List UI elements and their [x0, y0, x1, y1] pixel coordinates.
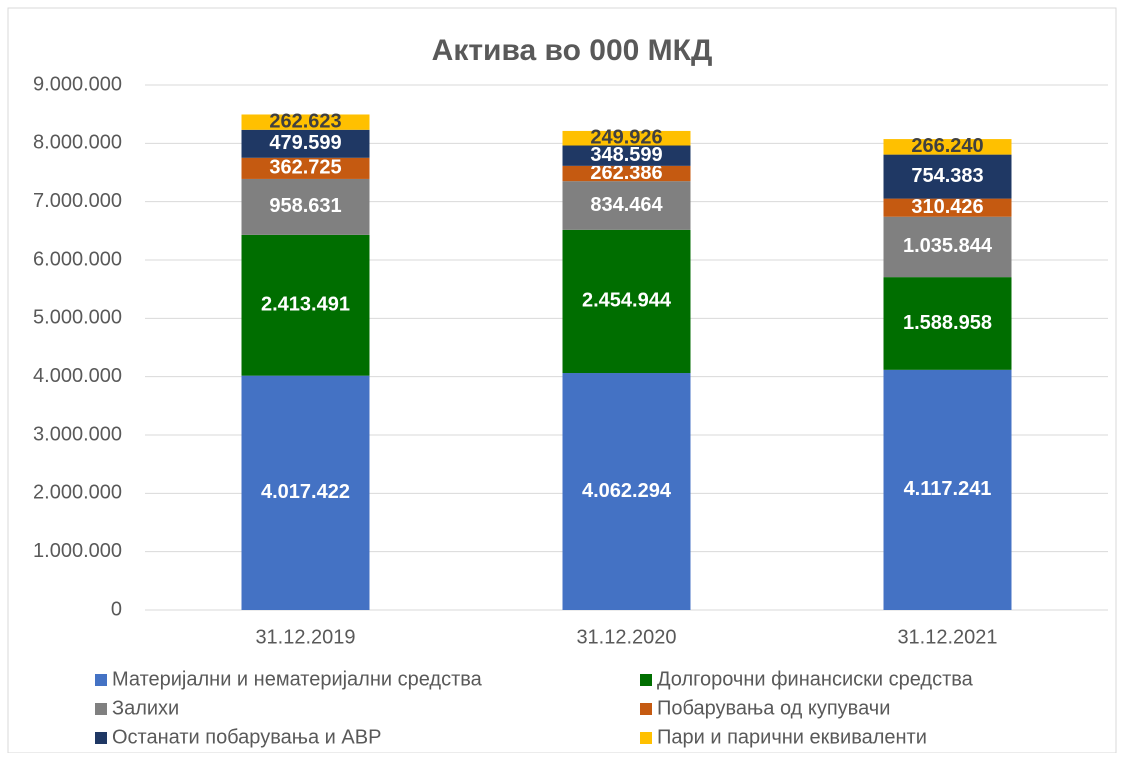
data-label: 262.386 [590, 162, 662, 184]
legend-label: Останати побарувања и АВР [112, 726, 381, 748]
legend-swatch [640, 703, 652, 715]
y-tick-label: 5.000.000 [33, 307, 122, 329]
y-tick-label: 6.000.000 [33, 248, 122, 270]
data-label: 4.117.241 [904, 478, 992, 500]
y-tick-label: 0 [111, 598, 122, 620]
legend-swatch [95, 732, 107, 744]
legend-swatch [95, 703, 107, 715]
data-label: 479.599 [269, 132, 341, 154]
y-tick-label: 9.000.000 [33, 73, 122, 95]
bar-segment [562, 165, 691, 182]
data-label: 362.725 [269, 157, 341, 179]
data-label: 4.017.422 [261, 481, 350, 503]
data-label: 1.035.844 [903, 235, 993, 257]
y-tick-label: 8.000.000 [33, 132, 122, 154]
y-tick-label: 1.000.000 [33, 540, 122, 562]
bar-segment [883, 139, 1012, 155]
data-label: 266.240 [911, 135, 983, 157]
bar-segment [883, 216, 1012, 278]
y-tick-label: 2.000.000 [33, 482, 122, 504]
bar-segment [883, 277, 1012, 370]
bar-segment [562, 145, 691, 166]
legend-label: Долгорочни финансиски средства [657, 668, 974, 690]
bar-segment [241, 157, 370, 179]
bar-segment [241, 375, 370, 610]
data-label: 348.599 [590, 144, 662, 166]
bar-segment [241, 129, 370, 158]
data-label: 2.454.944 [582, 290, 672, 312]
chart-title: Актива во 000 МКД [432, 34, 713, 67]
bar-segment [562, 229, 691, 374]
legend-label: Пари и парични еквиваленти [657, 726, 927, 748]
y-tick-label: 4.000.000 [33, 365, 122, 387]
data-label: 754.383 [911, 165, 983, 187]
bar-segment [241, 114, 370, 130]
bar-segment [883, 154, 1012, 199]
data-label: 4.062.294 [582, 480, 672, 502]
legend-swatch [640, 674, 652, 686]
x-tick-label: 31.12.2020 [576, 626, 676, 648]
data-label: 2.413.491 [261, 294, 350, 316]
x-tick-label: 31.12.2019 [255, 626, 355, 648]
bar-segment [562, 130, 691, 146]
data-label: 958.631 [269, 195, 341, 217]
data-label: 249.926 [590, 127, 662, 149]
bar-segment [241, 178, 370, 235]
legend-swatch [95, 674, 107, 686]
bar-segment [883, 198, 1012, 217]
bar-segment [883, 369, 1012, 610]
legend-label: Побарувања од купувачи [657, 697, 890, 719]
legend-label: Залихи [112, 697, 179, 719]
y-tick-label: 7.000.000 [33, 190, 122, 212]
bar-segment [241, 234, 370, 376]
data-label: 834.464 [590, 194, 663, 216]
data-label: 1.588.958 [903, 312, 992, 334]
data-label: 310.426 [911, 196, 983, 218]
x-tick-label: 31.12.2021 [897, 626, 997, 648]
legend-label: Материјални и нематеријални средства [112, 668, 483, 690]
data-label: 262.623 [269, 110, 341, 132]
bar-segment [562, 373, 691, 610]
y-tick-label: 3.000.000 [33, 423, 122, 445]
legend-swatch [640, 732, 652, 744]
bar-segment [562, 181, 691, 230]
